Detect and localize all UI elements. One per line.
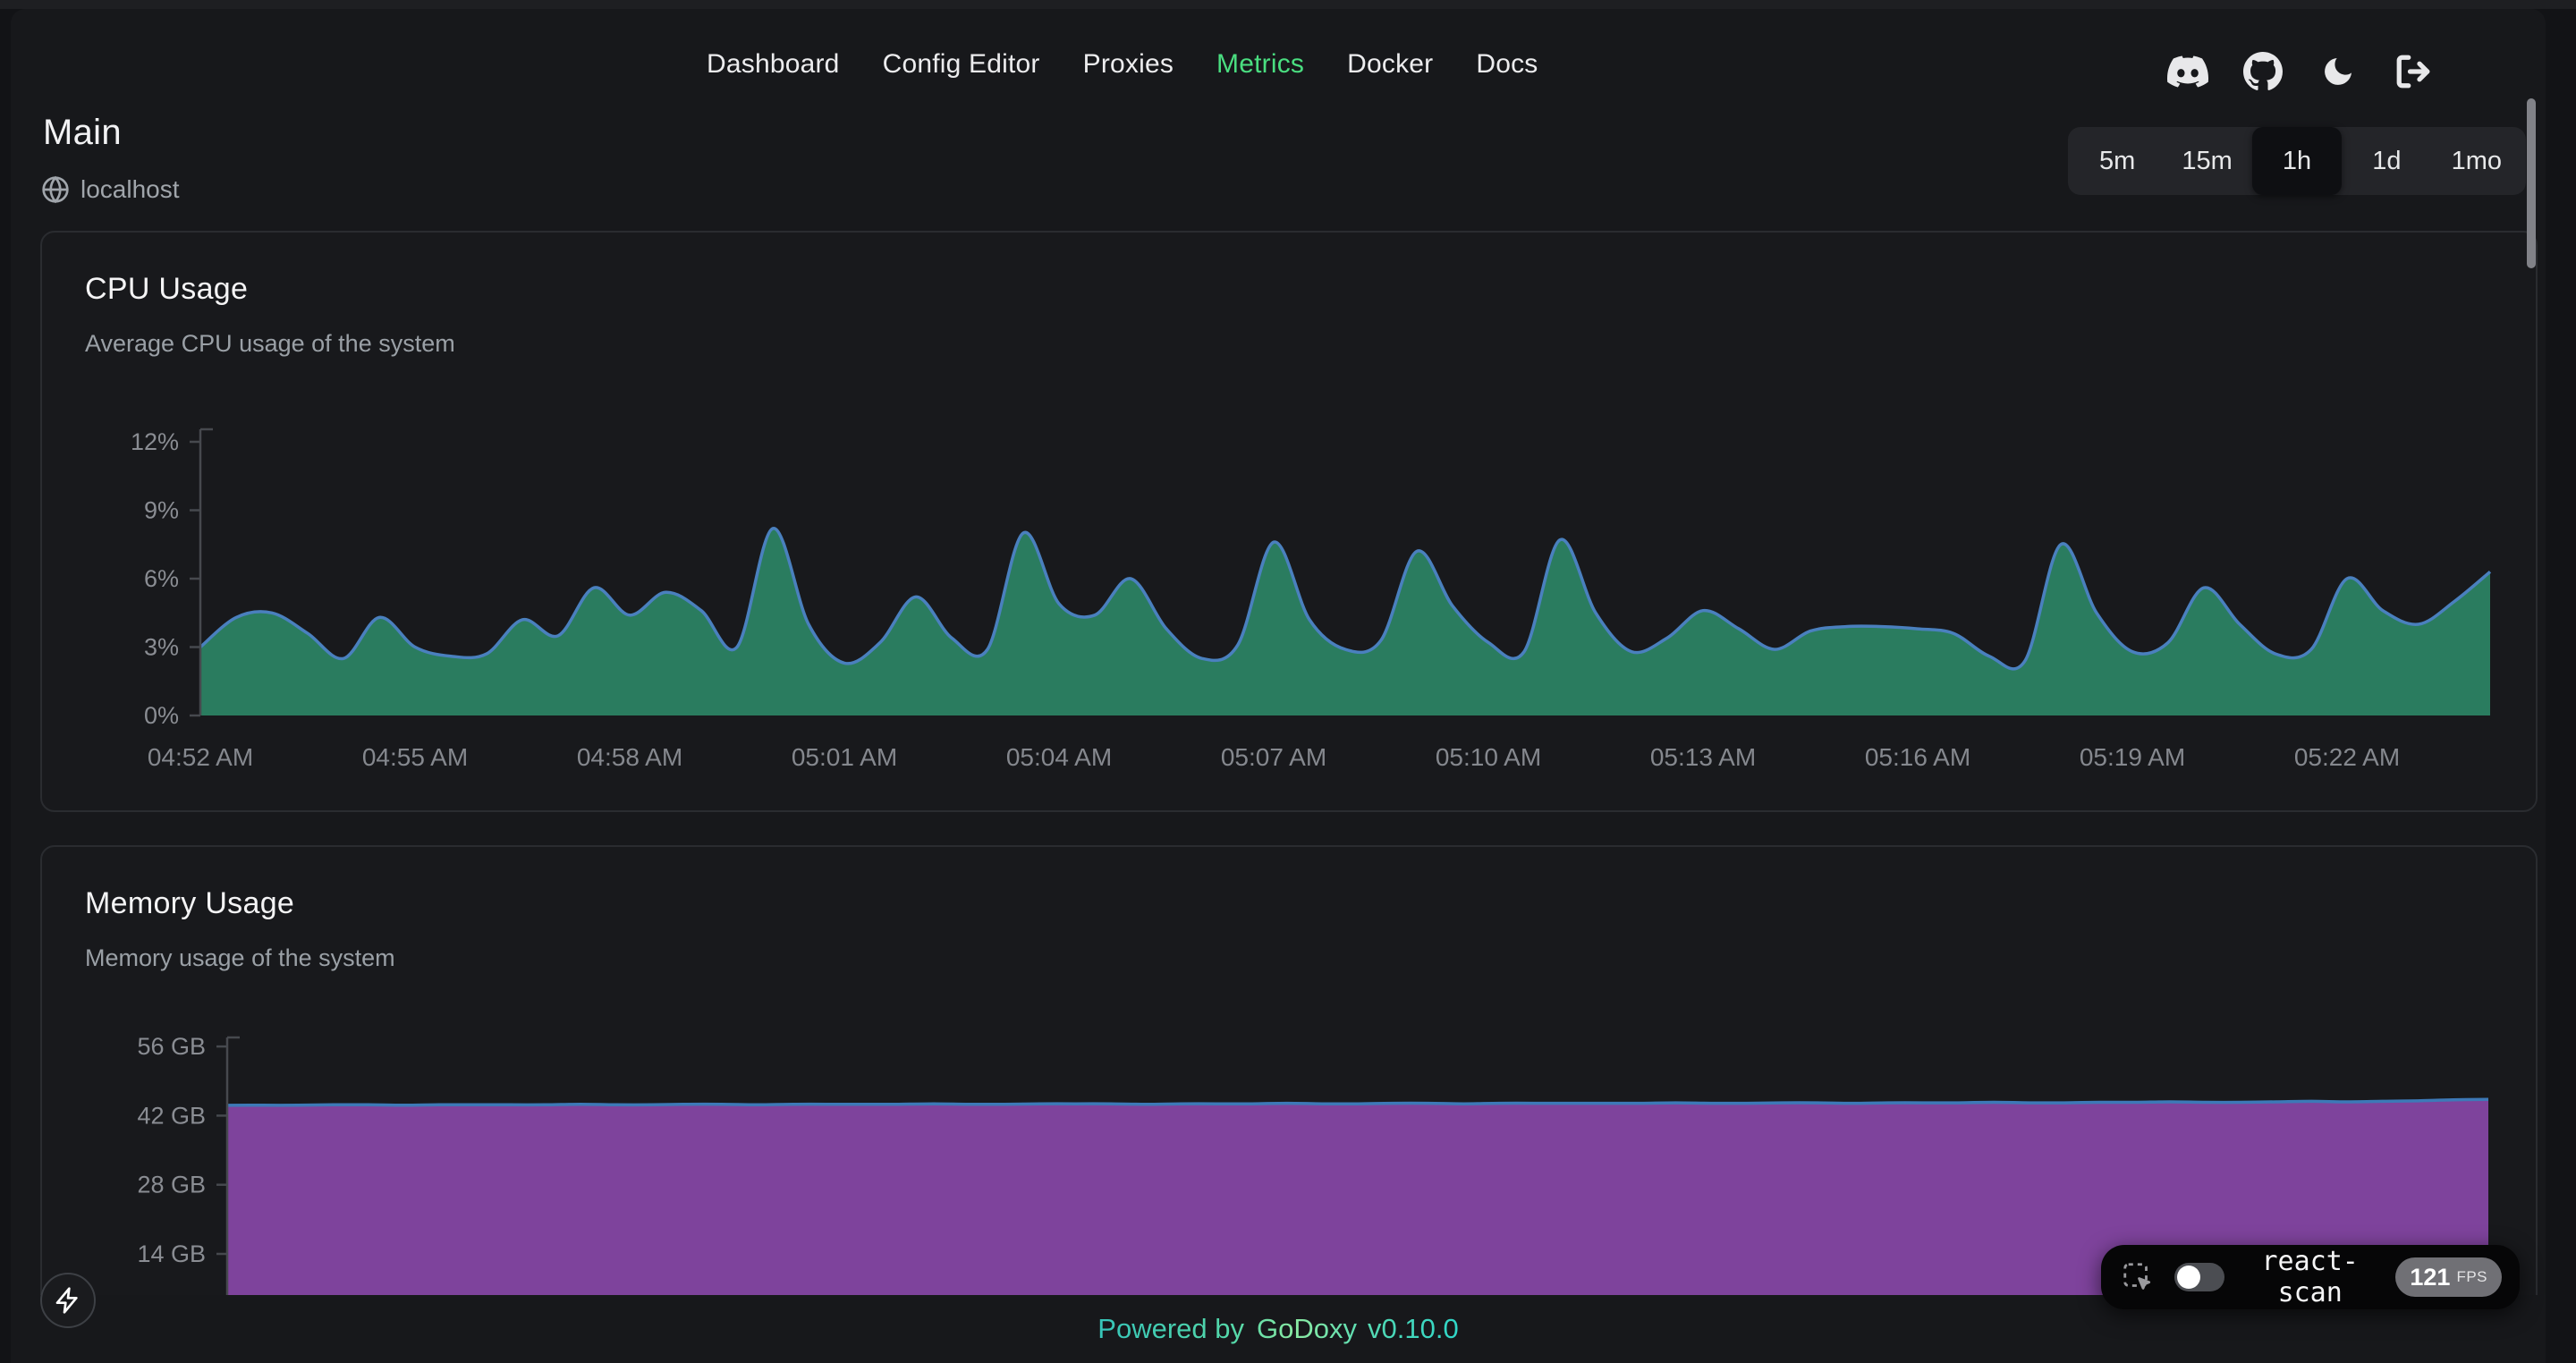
zap-icon bbox=[54, 1286, 82, 1315]
quick-actions-button[interactable] bbox=[40, 1273, 96, 1328]
react-scan-toolbar: react-scan 121 FPS bbox=[2101, 1245, 2520, 1309]
cpu-card-title: CPU Usage bbox=[42, 233, 2536, 307]
discord-icon[interactable] bbox=[2166, 50, 2209, 93]
svg-text:6%: 6% bbox=[144, 565, 179, 592]
svg-text:3%: 3% bbox=[144, 634, 179, 661]
svg-text:05:19 AM: 05:19 AM bbox=[2080, 743, 2185, 771]
svg-text:0%: 0% bbox=[144, 702, 179, 729]
svg-text:14 GB: 14 GB bbox=[137, 1240, 206, 1267]
react-scan-label: react-scan bbox=[2244, 1246, 2376, 1308]
main-nav: Dashboard Config Editor Proxies Metrics … bbox=[707, 45, 1538, 84]
cpu-usage-card: CPU Usage Average CPU usage of the syste… bbox=[40, 231, 2538, 812]
powered-by-label: Powered by bbox=[1097, 1313, 1244, 1345]
svg-text:05:10 AM: 05:10 AM bbox=[1436, 743, 1541, 771]
svg-text:05:22 AM: 05:22 AM bbox=[2294, 743, 2400, 771]
svg-text:05:13 AM: 05:13 AM bbox=[1650, 743, 1756, 771]
vertical-scrollbar-thumb[interactable] bbox=[2527, 98, 2536, 268]
svg-text:28 GB: 28 GB bbox=[137, 1172, 206, 1198]
version-label: v0.10.0 bbox=[1368, 1313, 1459, 1345]
nav-item-metrics[interactable]: Metrics bbox=[1216, 45, 1304, 84]
godoxy-link[interactable]: GoDoxy bbox=[1257, 1313, 1357, 1345]
nav-icon-group bbox=[2166, 50, 2435, 93]
svg-text:04:55 AM: 04:55 AM bbox=[362, 743, 468, 771]
svg-text:42 GB: 42 GB bbox=[137, 1102, 206, 1129]
page-title: Main bbox=[43, 113, 122, 153]
time-range-1mo[interactable]: 1mo bbox=[2432, 131, 2521, 190]
memory-card-subtitle: Memory usage of the system bbox=[42, 921, 2536, 972]
svg-text:04:58 AM: 04:58 AM bbox=[577, 743, 682, 771]
svg-text:9%: 9% bbox=[144, 497, 179, 524]
nav-item-docs[interactable]: Docs bbox=[1476, 45, 1538, 84]
react-scan-toggle[interactable] bbox=[2174, 1263, 2224, 1291]
toggle-knob bbox=[2177, 1266, 2200, 1289]
fps-value: 121 bbox=[2410, 1264, 2450, 1291]
nav-item-proxies[interactable]: Proxies bbox=[1083, 45, 1174, 84]
fps-unit: FPS bbox=[2456, 1268, 2487, 1286]
time-range-15m[interactable]: 15m bbox=[2162, 131, 2251, 190]
globe-icon bbox=[41, 175, 70, 204]
svg-text:04:52 AM: 04:52 AM bbox=[148, 743, 253, 771]
memory-card-title: Memory Usage bbox=[42, 847, 2536, 921]
app-surface: Dashboard Config Editor Proxies Metrics … bbox=[11, 9, 2546, 1363]
nav-item-config-editor[interactable]: Config Editor bbox=[883, 45, 1040, 84]
time-range-1d[interactable]: 1d bbox=[2342, 131, 2431, 190]
github-icon[interactable] bbox=[2241, 50, 2284, 93]
inspect-icon[interactable] bbox=[2121, 1260, 2155, 1294]
powered-by-text: Powered by GoDoxy v0.10.0 bbox=[1097, 1313, 1458, 1345]
nav-item-docker[interactable]: Docker bbox=[1347, 45, 1433, 84]
host-label: localhost bbox=[80, 175, 180, 204]
svg-text:12%: 12% bbox=[131, 428, 179, 455]
logout-icon[interactable] bbox=[2392, 50, 2435, 93]
nav-item-dashboard[interactable]: Dashboard bbox=[707, 45, 840, 84]
svg-text:56 GB: 56 GB bbox=[137, 1033, 206, 1060]
svg-text:05:04 AM: 05:04 AM bbox=[1006, 743, 1112, 771]
svg-text:05:16 AM: 05:16 AM bbox=[1865, 743, 1970, 771]
time-range-selector: 5m 15m 1h 1d 1mo bbox=[2068, 127, 2526, 195]
cpu-usage-chart[interactable]: 0% 3% 6% 9% 12% 04:52 AM 04:55 AM 04:58 AM 05:01… bbox=[73, 413, 2524, 782]
time-range-1h[interactable]: 1h bbox=[2252, 127, 2342, 195]
time-range-5m[interactable]: 5m bbox=[2072, 131, 2162, 190]
host-row: localhost bbox=[41, 175, 180, 204]
svg-text:05:07 AM: 05:07 AM bbox=[1221, 743, 1326, 771]
fps-badge: 121 FPS bbox=[2395, 1257, 2502, 1297]
cpu-card-subtitle: Average CPU usage of the system bbox=[42, 307, 2536, 358]
moon-icon[interactable] bbox=[2317, 50, 2360, 93]
window-top-edge bbox=[0, 0, 2576, 9]
svg-text:05:01 AM: 05:01 AM bbox=[792, 743, 897, 771]
